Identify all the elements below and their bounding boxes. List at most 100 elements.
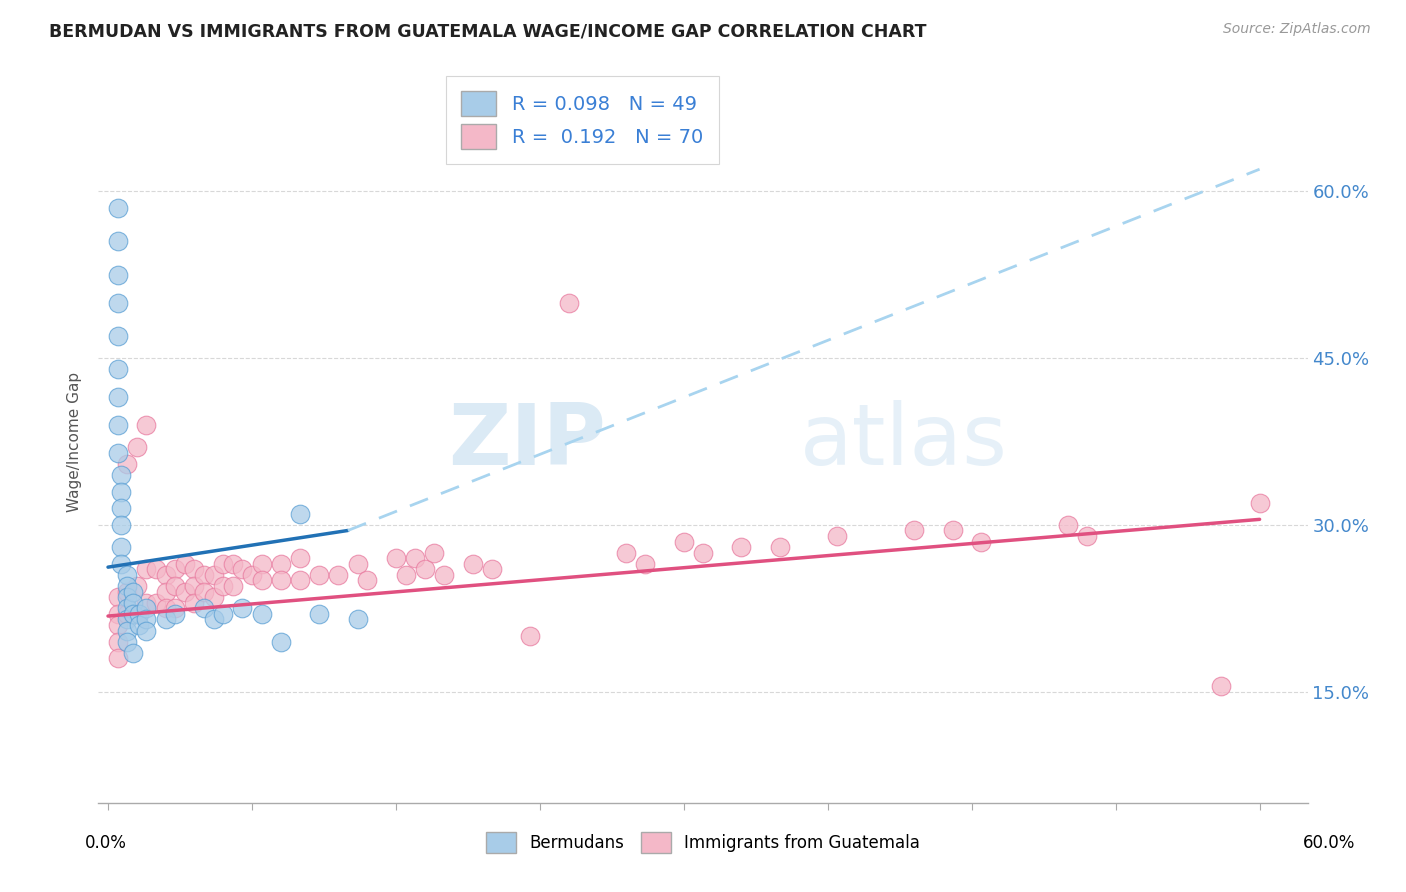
Point	[125, 607, 148, 621]
Point	[165, 601, 187, 615]
Text: BERMUDAN VS IMMIGRANTS FROM GUATEMALA WAGE/INCOME GAP CORRELATION CHART: BERMUDAN VS IMMIGRANTS FROM GUATEMALA WA…	[49, 22, 927, 40]
Point	[346, 612, 368, 626]
Point	[115, 624, 138, 638]
Point	[135, 612, 157, 626]
Point	[125, 579, 148, 593]
Point	[183, 562, 205, 576]
Point	[155, 568, 177, 582]
Text: 0.0%: 0.0%	[84, 834, 127, 852]
Point	[231, 562, 253, 576]
Point	[110, 484, 132, 499]
Point	[115, 568, 138, 582]
Point	[125, 440, 148, 454]
Point	[1249, 496, 1271, 510]
Point	[288, 574, 311, 588]
Point	[115, 634, 138, 648]
Point	[145, 562, 167, 576]
Point	[115, 590, 138, 604]
Point	[107, 618, 129, 632]
Point	[107, 634, 129, 648]
Point	[231, 601, 253, 615]
Text: 60.0%: 60.0%	[1302, 834, 1355, 852]
Point	[212, 607, 235, 621]
Point	[941, 524, 963, 538]
Point	[107, 651, 129, 665]
Point	[110, 517, 132, 532]
Point	[308, 568, 330, 582]
Point	[288, 507, 311, 521]
Point	[413, 562, 436, 576]
Point	[404, 551, 426, 566]
Y-axis label: Wage/Income Gap: Wage/Income Gap	[67, 371, 83, 512]
Point	[193, 568, 215, 582]
Text: Source: ZipAtlas.com: Source: ZipAtlas.com	[1223, 22, 1371, 37]
Point	[270, 574, 292, 588]
Point	[202, 590, 225, 604]
Point	[270, 557, 292, 571]
Point	[107, 590, 129, 604]
Point	[165, 607, 187, 621]
Legend: Bermudans, Immigrants from Guatemala: Bermudans, Immigrants from Guatemala	[478, 823, 928, 862]
Point	[107, 201, 129, 215]
Point	[115, 612, 138, 626]
Point	[155, 584, 177, 599]
Point	[634, 557, 657, 571]
Point	[385, 551, 408, 566]
Point	[212, 557, 235, 571]
Point	[122, 646, 145, 660]
Point	[107, 417, 129, 432]
Point	[115, 601, 138, 615]
Point	[730, 540, 752, 554]
Point	[145, 596, 167, 610]
Point	[122, 584, 145, 599]
Point	[1211, 679, 1233, 693]
Point	[115, 584, 138, 599]
Point	[308, 607, 330, 621]
Point	[193, 584, 215, 599]
Point	[183, 579, 205, 593]
Point	[155, 601, 177, 615]
Point	[110, 467, 132, 482]
Point	[110, 557, 132, 571]
Point	[107, 329, 129, 343]
Point	[202, 568, 225, 582]
Point	[107, 295, 129, 310]
Point	[128, 607, 150, 621]
Point	[250, 557, 273, 571]
Point	[135, 601, 157, 615]
Point	[557, 295, 579, 310]
Point	[614, 546, 637, 560]
Point	[135, 624, 157, 638]
Point	[135, 562, 157, 576]
Point	[692, 546, 714, 560]
Point	[110, 501, 132, 516]
Point	[107, 362, 129, 376]
Point	[346, 557, 368, 571]
Point	[165, 562, 187, 576]
Point	[250, 574, 273, 588]
Point	[183, 596, 205, 610]
Point	[173, 557, 195, 571]
Point	[115, 457, 138, 471]
Point	[288, 551, 311, 566]
Point	[222, 557, 245, 571]
Point	[193, 601, 215, 615]
Point	[250, 607, 273, 621]
Point	[122, 607, 145, 621]
Point	[519, 629, 541, 643]
Point	[423, 546, 446, 560]
Point	[107, 268, 129, 282]
Point	[481, 562, 503, 576]
Point	[110, 540, 132, 554]
Point	[240, 568, 263, 582]
Point	[903, 524, 925, 538]
Text: ZIP: ZIP	[449, 400, 606, 483]
Point	[328, 568, 350, 582]
Point	[433, 568, 456, 582]
Point	[356, 574, 378, 588]
Point	[107, 390, 129, 404]
Point	[1056, 517, 1078, 532]
Point	[173, 584, 195, 599]
Point	[122, 596, 145, 610]
Point	[222, 579, 245, 593]
